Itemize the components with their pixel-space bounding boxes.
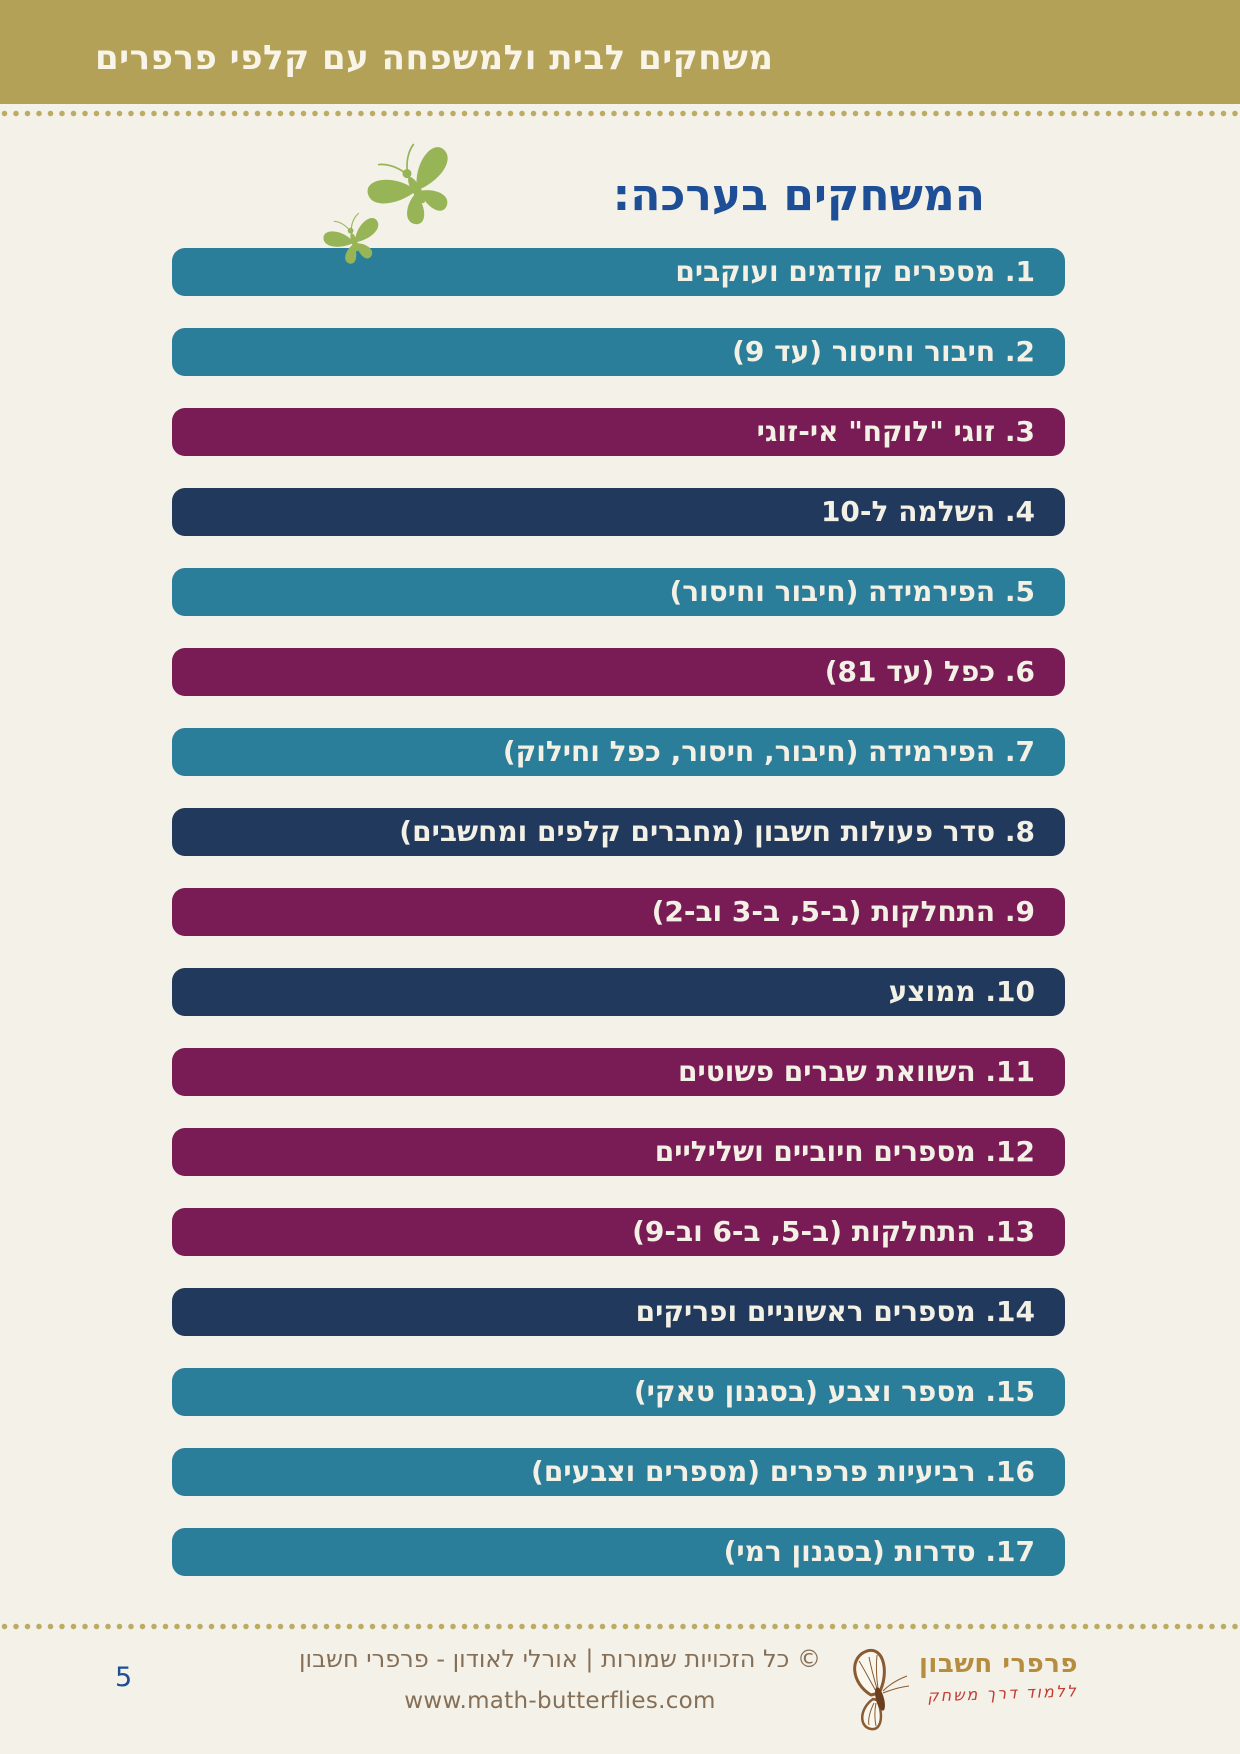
dotted-divider-top	[0, 109, 1240, 118]
page-number: 5	[115, 1662, 133, 1693]
game-item: 16. רביעיות פרפרים (מספרים וצבעים)	[172, 1448, 1065, 1496]
brand-tagline: ללמוד דרך משחק	[927, 1681, 1079, 1706]
website-link[interactable]: www.math-butterflies.com	[404, 1688, 716, 1714]
butterfly-logo-icon	[853, 1649, 910, 1731]
brand-title: פרפרי חשבון	[919, 1649, 1078, 1679]
game-item: 4. השלמה ל-10	[172, 488, 1065, 536]
header-title: משחקים לבית ולמשפחה עם קלפי פרפרים	[95, 38, 774, 78]
game-item: 14. מספרים ראשוניים ופריקים	[172, 1288, 1065, 1336]
game-item: 9. התחלקות (ב-5, ב-3 וב-2)	[172, 888, 1065, 936]
game-item: 3. זוגי "לוקח" אי-זוגי	[172, 408, 1065, 456]
game-item: 17. סדרות (בסגנון רמי)	[172, 1528, 1065, 1576]
butterflies-icon	[318, 131, 472, 271]
brand-logo: פרפרי חשבון ללמוד דרך משחק	[843, 1643, 1078, 1743]
dotted-divider-bottom	[0, 1622, 1240, 1631]
game-item: 13. התחלקות (ב-5, ב-6 וב-9)	[172, 1208, 1065, 1256]
game-item: 11. השוואת שברים פשוטים	[172, 1048, 1065, 1096]
games-list: 1. מספרים קודמים ועוקבים 2. חיבור וחיסור …	[172, 248, 1065, 1576]
header-band: משחקים לבית ולמשפחה עם קלפי פרפרים	[0, 0, 1240, 104]
game-item: 2. חיבור וחיסור (עד 9)	[172, 328, 1065, 376]
game-item: 7. הפירמידה (חיבור, חיסור, כפל וחילוק)	[172, 728, 1065, 776]
copyright-text: © כל הזכויות שמורות | אורלי לאודון - פרפ…	[299, 1645, 821, 1673]
page-title: המשחקים בערכה:	[612, 170, 985, 221]
brand-text: פרפרי חשבון ללמוד דרך משחק	[919, 1643, 1079, 1706]
game-item: 12. מספרים חיוביים ושליליים	[172, 1128, 1065, 1176]
game-item: 10. ממוצע	[172, 968, 1065, 1016]
game-item: 15. מספר וצבע (בסגנון טאקי)	[172, 1368, 1065, 1416]
game-item: 1. מספרים קודמים ועוקבים	[172, 248, 1065, 296]
footer-credits: © כל הזכויות שמורות | אורלי לאודון - פרפ…	[240, 1645, 880, 1714]
game-item: 6. כפל (עד 81)	[172, 648, 1065, 696]
game-item: 8. סדר פעולות חשבון (מחברים קלפים ומחשבי…	[172, 808, 1065, 856]
game-item: 5. הפירמידה (חיבור וחיסור)	[172, 568, 1065, 616]
